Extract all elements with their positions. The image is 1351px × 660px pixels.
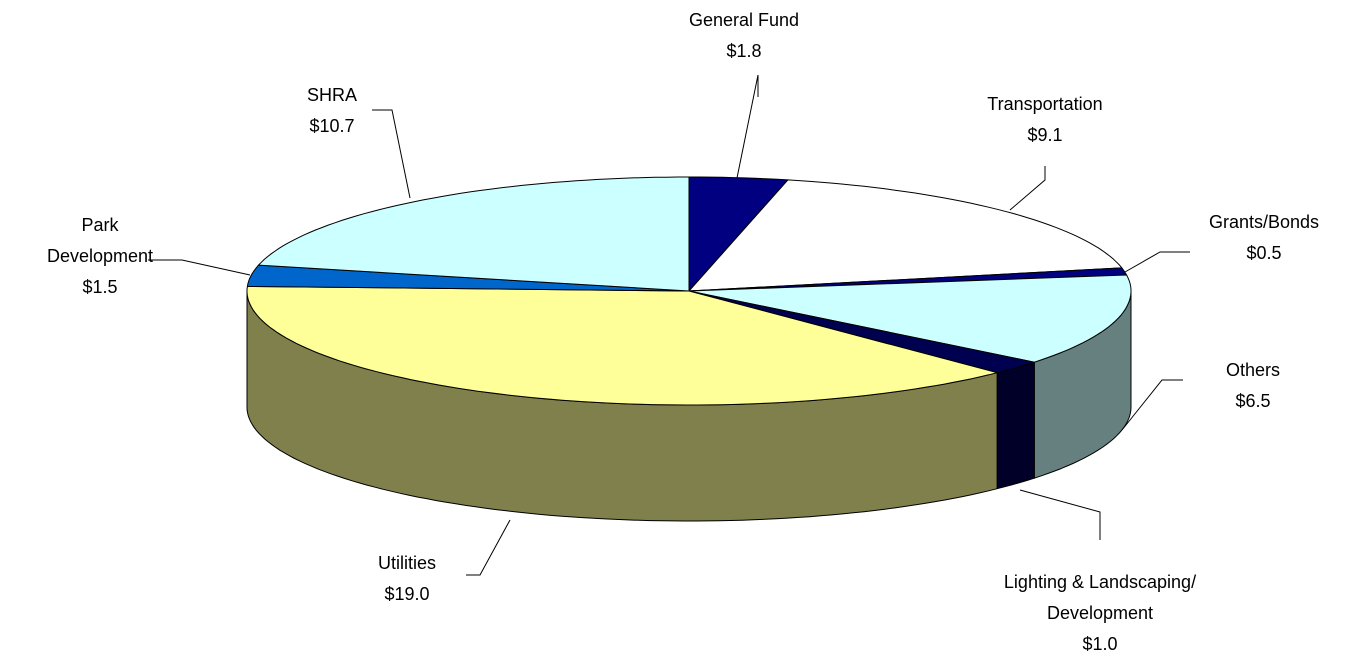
slice-label: General Fund $1.8 [644, 5, 844, 67]
leader-line [1121, 379, 1183, 431]
category-label: General Fund [688, 10, 800, 30]
leader-line [1009, 166, 1046, 211]
leader-line [736, 74, 759, 179]
slice [688, 290, 1035, 374]
slice-label: Others $6.5 [1153, 355, 1351, 417]
value-label: $1.5 [82, 277, 118, 297]
slice-label: Grants/Bonds $0.5 [1164, 207, 1351, 269]
slice [688, 179, 1123, 292]
slice [246, 285, 998, 406]
leader-line [1019, 489, 1101, 540]
category-label: Lighting & Landscaping/ Development [1003, 572, 1197, 623]
value-label: $1.0 [1082, 634, 1118, 654]
leader-line [466, 519, 511, 576]
category-label: Grants/Bonds [1208, 212, 1320, 232]
category-label: Utilities [377, 553, 436, 573]
category-label: Others [1225, 360, 1281, 380]
slice-label: Transportation $9.1 [945, 89, 1145, 151]
slice-label: Lighting & Landscaping/ Development $1.0 [985, 567, 1215, 660]
category-label: Park Development [46, 215, 154, 266]
slice-label: Utilities $19.0 [307, 548, 507, 610]
leader-line [148, 259, 251, 276]
slice-label: Park Development $1.5 [45, 210, 155, 303]
value-label: $6.5 [1235, 391, 1271, 411]
value-label: $0.5 [1246, 243, 1282, 263]
value-label: $10.7 [309, 116, 355, 136]
slice-label: SHRA $10.7 [232, 80, 432, 142]
page: {"chart_data": {"type": "pie3d", "catego… [45, 5, 1351, 654]
value-label: $19.0 [384, 584, 430, 604]
slice-side [996, 361, 1035, 490]
value-label: $1.8 [726, 41, 762, 61]
leader-line [372, 109, 411, 199]
slice [258, 176, 690, 292]
value-label: $9.1 [1027, 125, 1063, 145]
slice [688, 274, 1132, 363]
category-label: Transportation [987, 94, 1103, 114]
chart [148, 74, 1190, 576]
category-label: SHRA [306, 85, 357, 105]
leader-line [1124, 251, 1190, 273]
